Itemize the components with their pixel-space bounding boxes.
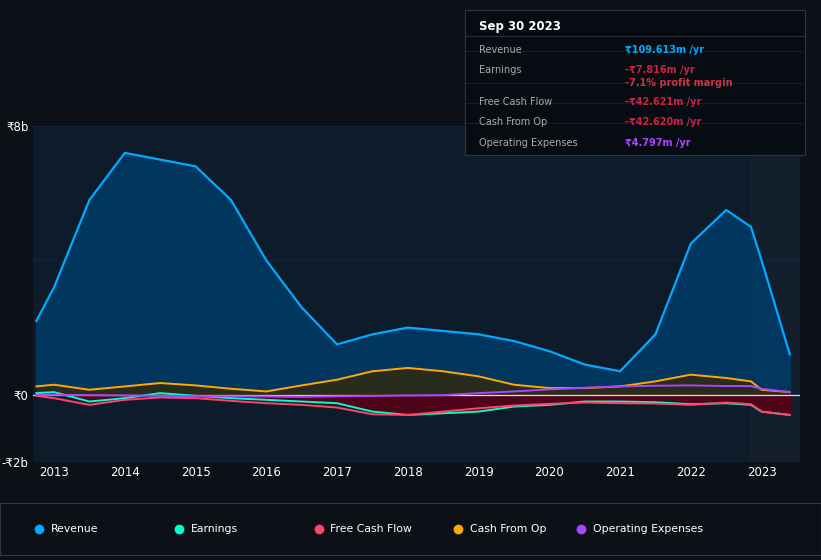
- Text: Sep 30 2023: Sep 30 2023: [479, 20, 561, 33]
- Text: -7.1% profit margin: -7.1% profit margin: [625, 78, 732, 88]
- Text: ₹4.797m /yr: ₹4.797m /yr: [625, 138, 690, 148]
- Text: Free Cash Flow: Free Cash Flow: [330, 524, 412, 534]
- Text: Operating Expenses: Operating Expenses: [479, 138, 577, 148]
- Text: -₹42.621m /yr: -₹42.621m /yr: [625, 97, 701, 107]
- Text: ₹109.613m /yr: ₹109.613m /yr: [625, 45, 704, 55]
- Text: -₹7.816m /yr: -₹7.816m /yr: [625, 65, 695, 75]
- Text: Free Cash Flow: Free Cash Flow: [479, 97, 552, 107]
- Text: Cash From Op: Cash From Op: [479, 117, 547, 127]
- Text: Revenue: Revenue: [51, 524, 99, 534]
- Text: -₹42.620m /yr: -₹42.620m /yr: [625, 117, 701, 127]
- Text: Earnings: Earnings: [190, 524, 237, 534]
- Text: Operating Expenses: Operating Expenses: [593, 524, 703, 534]
- Text: Cash From Op: Cash From Op: [470, 524, 546, 534]
- Bar: [750, 126, 808, 462]
- Text: Earnings: Earnings: [479, 65, 521, 75]
- Text: Revenue: Revenue: [479, 45, 521, 55]
